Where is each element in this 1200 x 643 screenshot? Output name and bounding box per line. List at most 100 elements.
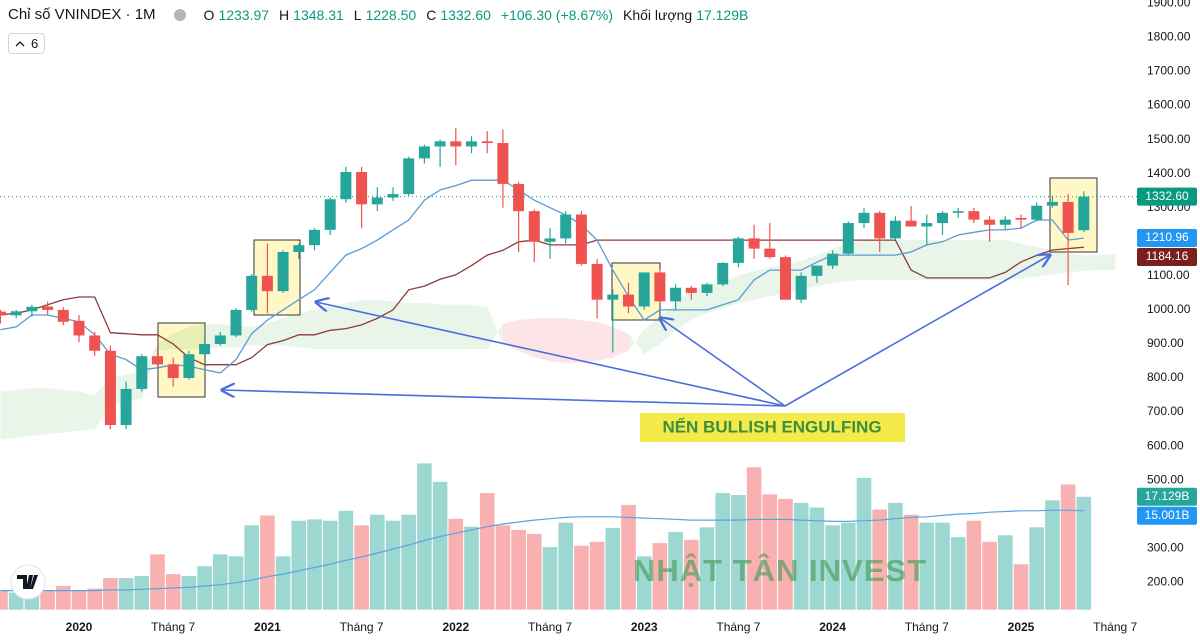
candle-body <box>748 238 760 249</box>
volume-bar <box>401 514 416 610</box>
candle-body <box>591 263 603 300</box>
volume-bar <box>778 498 793 610</box>
x-tick-label: 2023 <box>631 620 658 634</box>
candle-body <box>685 287 697 293</box>
candle-body <box>324 199 336 230</box>
cloud-segment <box>597 321 613 361</box>
candle-body <box>827 253 839 266</box>
x-tick-label: 2024 <box>819 620 846 634</box>
volume-bar <box>150 554 165 610</box>
y-tick-label: 1800.00 <box>1147 30 1191 44</box>
price-tag <box>1137 248 1197 267</box>
cloud-segment <box>864 240 880 280</box>
volume-bar <box>1013 564 1029 610</box>
cloud-segment <box>518 318 535 358</box>
candle-body <box>183 354 195 379</box>
volume-key: Khối lượng <box>623 6 693 23</box>
candle-body <box>277 252 289 292</box>
volume-bar <box>636 556 652 610</box>
candle-body <box>152 356 163 365</box>
candle-body <box>10 311 22 316</box>
cloud-segment <box>644 316 660 355</box>
change: +106.30 (+8.67%) <box>500 6 614 23</box>
volume-bar <box>605 527 621 610</box>
candle-body <box>497 143 509 184</box>
cloud-segment <box>79 391 95 431</box>
volume-bar <box>621 504 636 610</box>
volume-bar <box>919 522 935 610</box>
y-tick-label: 300.00 <box>1147 540 1184 554</box>
price-tag <box>1137 229 1197 248</box>
y-tick-label: 1900.00 <box>1147 0 1191 10</box>
cloud-segment <box>754 267 770 300</box>
volume-bar <box>841 522 856 610</box>
volume-bar <box>966 520 982 610</box>
candle-body <box>434 141 446 147</box>
annotations: NẾN BULLISH ENGULFING NHẬT TÂN INVEST <box>10 255 1177 635</box>
cloud-segment <box>738 270 755 304</box>
volume-bar <box>872 509 887 610</box>
candle-body <box>999 219 1011 225</box>
indicators-toggle[interactable]: 6 <box>8 33 46 54</box>
cloud-segment <box>502 320 519 351</box>
cloud-segment <box>973 240 990 280</box>
price-tag-label: 17.129B <box>1145 489 1190 503</box>
candle-body <box>701 284 713 293</box>
price-tag <box>1137 506 1197 525</box>
cloud-segment <box>283 313 299 348</box>
candle-body <box>1078 196 1090 231</box>
volume-bar <box>181 576 197 610</box>
volume-bar <box>87 588 102 610</box>
x-tick-label: 2022 <box>442 620 469 634</box>
x-tick-label: Tháng 7 <box>716 620 760 634</box>
candle-body <box>764 248 776 258</box>
cloud-segment <box>157 333 174 351</box>
volume-bar <box>275 556 291 610</box>
x-tick-label: Tháng 7 <box>340 620 384 634</box>
candle-body <box>293 245 305 253</box>
volume-bar <box>1060 484 1076 610</box>
volume-bar <box>40 590 55 610</box>
ohlc-key: H <box>279 6 290 23</box>
cloud-segment <box>926 240 943 280</box>
cloud-segment <box>63 389 79 433</box>
x-tick-label: 2021 <box>254 620 281 634</box>
candle-body <box>984 219 996 225</box>
volume-bar <box>118 578 134 610</box>
cloud-segment <box>565 318 582 363</box>
x-tick-label: 2025 <box>1008 620 1035 634</box>
volume-bar <box>684 539 699 610</box>
volume-bar <box>950 537 966 610</box>
y-tick-label: 200.00 <box>1147 575 1184 589</box>
volume-ma-line <box>0 509 1084 592</box>
price-tag-label: 1184.16 <box>1146 249 1189 263</box>
volume-bar <box>699 527 715 610</box>
volume-bar <box>354 525 369 610</box>
candle-body <box>968 211 980 220</box>
candle-body <box>356 171 368 205</box>
cloud-segment <box>251 323 268 346</box>
cloud-segment <box>267 318 284 346</box>
cloud-segment <box>471 304 488 350</box>
volume-bar <box>432 481 448 610</box>
ohlc-key: C <box>426 6 437 23</box>
volume-bar <box>260 515 275 610</box>
volume-bar <box>213 554 228 610</box>
volume-bar <box>589 541 605 610</box>
volume-bar <box>417 463 432 610</box>
candle-body <box>246 275 258 310</box>
y-tick-label: 1400.00 <box>1147 166 1191 180</box>
candle-body <box>42 306 54 310</box>
volume-bar <box>574 545 589 610</box>
candle-body <box>261 275 273 292</box>
cloud-segment <box>1005 240 1021 280</box>
volume-bar <box>935 522 950 610</box>
volume-bar <box>322 520 338 610</box>
volume-bar <box>542 547 558 610</box>
cloud-segment <box>393 301 409 350</box>
annotation-text: NẾN BULLISH ENGULFING <box>662 417 881 436</box>
candle-body <box>167 364 179 379</box>
volume-bar <box>56 585 71 610</box>
arrow <box>316 302 786 407</box>
